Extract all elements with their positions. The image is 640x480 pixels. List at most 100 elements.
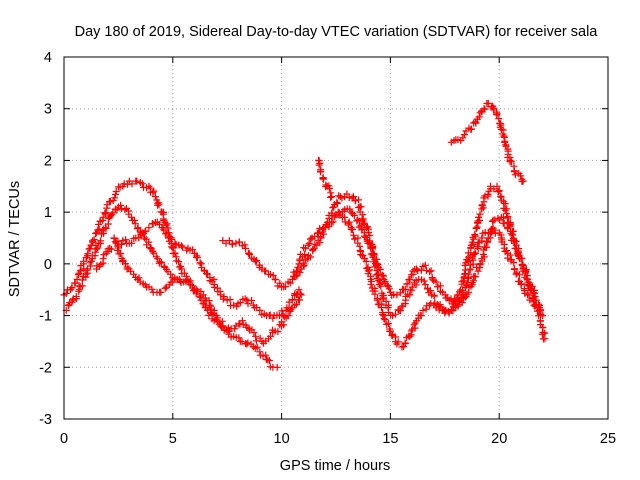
data-point [150, 187, 158, 195]
data-point [116, 183, 124, 191]
data-point [411, 319, 419, 327]
data-point [293, 267, 301, 275]
data-point [401, 340, 409, 348]
data-point [122, 236, 130, 244]
data-point [369, 245, 376, 253]
data-point [317, 167, 325, 175]
data-point [300, 261, 308, 269]
data-point [339, 207, 347, 215]
data-point [293, 300, 300, 308]
data-point [313, 229, 321, 237]
data-point [366, 266, 373, 274]
data-point [179, 243, 187, 251]
data-point [167, 278, 175, 286]
data-point [499, 213, 507, 221]
data-point [125, 210, 133, 218]
data-point [273, 311, 281, 319]
data-point [475, 113, 483, 121]
data-point [405, 276, 413, 284]
data-point [210, 276, 218, 283]
data-point [475, 213, 483, 221]
data-point [367, 272, 375, 280]
data-point [361, 254, 369, 262]
data-point [398, 343, 406, 351]
data-point [358, 226, 366, 234]
data-point [390, 291, 398, 298]
data-point [401, 285, 409, 293]
data-point [374, 261, 382, 269]
data-point [222, 239, 230, 247]
data-point [256, 334, 264, 342]
data-point [134, 276, 142, 283]
data-point [329, 204, 337, 212]
data-point [497, 231, 505, 239]
data-point [385, 285, 393, 293]
data-point [235, 238, 243, 246]
data-point [189, 282, 197, 290]
data-point [518, 178, 526, 185]
data-point [470, 250, 478, 258]
data-point [408, 286, 416, 294]
data-point [86, 258, 94, 266]
data-point [478, 237, 486, 245]
data-point [235, 334, 243, 342]
data-point [131, 217, 138, 224]
data-point [110, 234, 118, 242]
data-point [346, 205, 354, 213]
data-point [531, 302, 539, 310]
data-point [370, 250, 377, 258]
data-point [430, 301, 438, 309]
data-point [443, 294, 451, 302]
data-point [127, 267, 135, 275]
data-point [501, 206, 509, 214]
data-point [501, 137, 509, 145]
x-tick-label: 20 [491, 431, 507, 447]
data-point [246, 250, 254, 258]
data-point [495, 115, 503, 123]
data-point [307, 235, 315, 243]
data-point [510, 168, 518, 176]
data-point [460, 131, 468, 139]
data-point [232, 239, 240, 247]
data-point [242, 244, 250, 252]
data-point [515, 271, 523, 279]
data-point [460, 273, 468, 281]
data-point [171, 249, 179, 257]
data-point [90, 236, 98, 244]
data-point [535, 312, 542, 320]
y-tick-label: -3 [39, 412, 52, 428]
data-point [78, 282, 86, 290]
data-point [112, 190, 119, 198]
data-point [245, 249, 252, 257]
data-point [309, 247, 317, 255]
data-point [419, 306, 427, 314]
data-point [91, 248, 99, 256]
data-point [494, 188, 502, 196]
data-point [382, 297, 390, 305]
data-point [136, 179, 144, 186]
data-point [428, 275, 436, 283]
data-point [80, 257, 88, 265]
x-tick-label: 25 [600, 431, 616, 447]
data-point [474, 267, 482, 275]
data-point [325, 184, 333, 192]
data-point [510, 265, 518, 273]
data-point [102, 224, 110, 232]
data-point [133, 177, 141, 185]
y-tick-label: 3 [44, 102, 52, 118]
data-point [155, 220, 163, 228]
data-point [112, 238, 120, 246]
data-point [128, 180, 136, 188]
data-point [357, 222, 365, 230]
data-point [267, 332, 274, 340]
data-point [109, 209, 117, 217]
data-point [260, 310, 268, 318]
data-point [345, 221, 353, 229]
data-point [333, 198, 341, 206]
data-point [208, 315, 216, 323]
data-point [274, 328, 282, 336]
data-point [510, 259, 518, 266]
data-point [481, 229, 489, 236]
data-point [189, 246, 197, 254]
data-point [149, 247, 157, 255]
